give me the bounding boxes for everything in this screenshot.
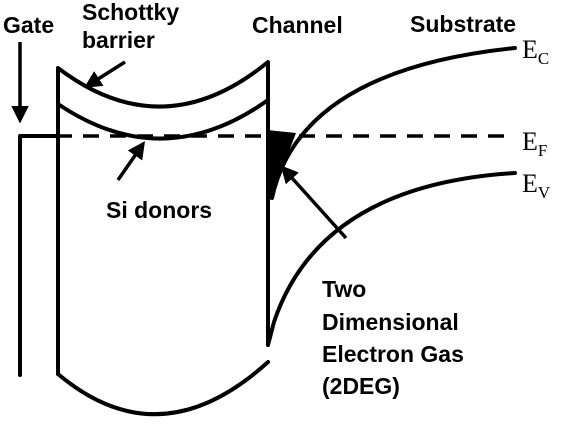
schottky-label-line2: barrier bbox=[82, 27, 155, 53]
channel-label: Channel bbox=[252, 12, 343, 38]
two-deg-label-line3: Electron Gas bbox=[322, 341, 464, 367]
gate-label: Gate bbox=[3, 12, 54, 38]
substrate-valence-band bbox=[266, 171, 517, 347]
barrier-top-edge bbox=[56, 60, 270, 376]
gate-metal-line bbox=[18, 134, 58, 377]
two-deg-arrow bbox=[280, 165, 348, 240]
schottky-barrier-arrow bbox=[84, 60, 126, 88]
si-donors-arrow bbox=[116, 141, 145, 181]
barrier-conduction-band bbox=[56, 98, 270, 141]
two-deg-label-line1: Two bbox=[322, 276, 366, 302]
si-donors-label: Si donors bbox=[106, 197, 212, 223]
schottky-label-line1: Schottky bbox=[82, 0, 179, 25]
valence-band-label: EV bbox=[522, 169, 551, 202]
conduction-band-label: EC bbox=[522, 35, 549, 68]
barrier-valence-band bbox=[56, 360, 270, 417]
two-deg-label-line2: Dimensional bbox=[322, 309, 459, 335]
substrate-label: Substrate bbox=[410, 11, 516, 37]
two-deg-label-line4: (2DEG) bbox=[322, 373, 400, 399]
fermi-level-label: EF bbox=[522, 127, 547, 160]
